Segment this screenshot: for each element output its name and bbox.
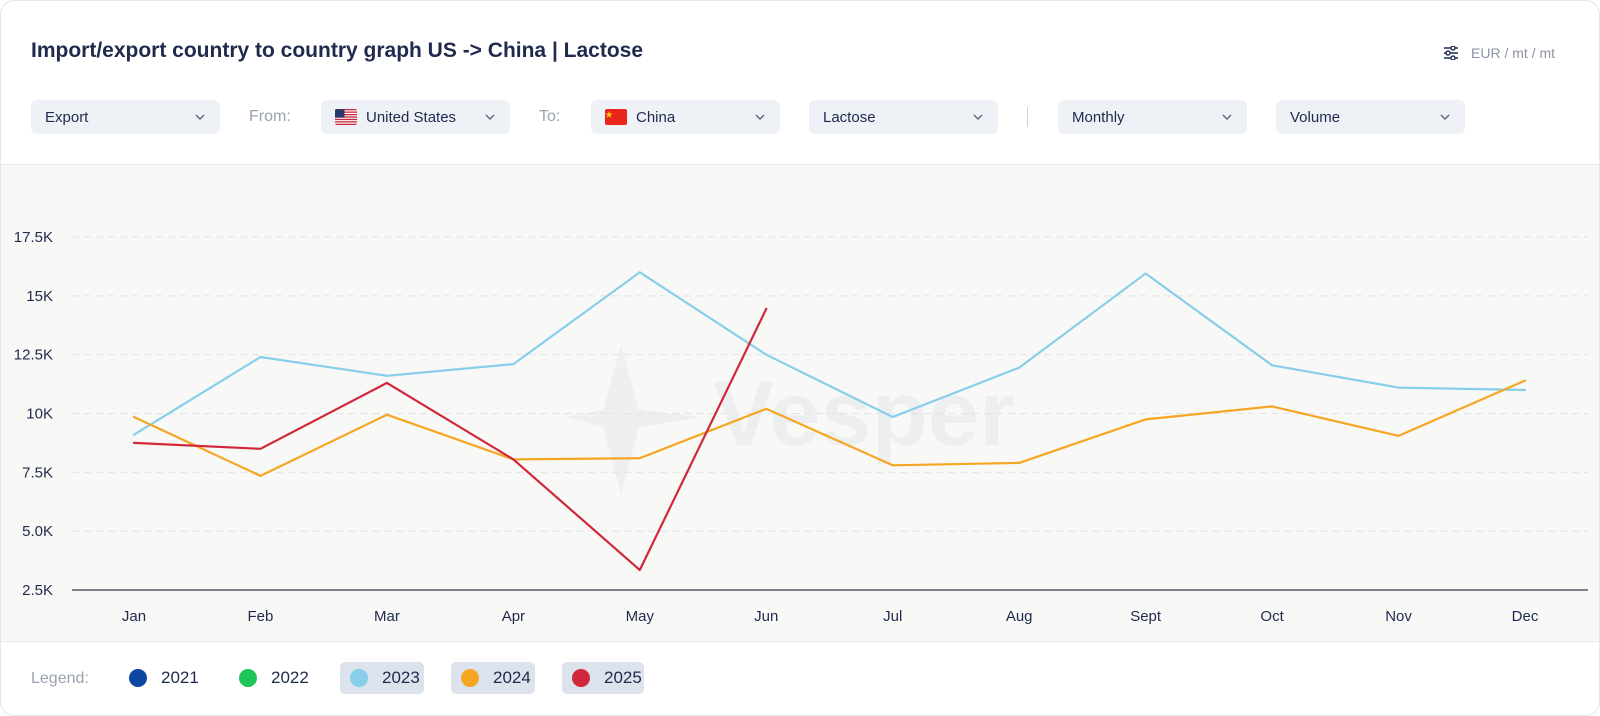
chevron-down-icon	[755, 114, 765, 120]
legend-item-2022[interactable]: 2022	[229, 662, 317, 694]
x-tick-label: Oct	[1260, 608, 1284, 625]
x-tick-label: Dec	[1512, 608, 1539, 625]
metric-dropdown[interactable]: Volume	[1276, 100, 1465, 134]
legend-swatch	[572, 669, 590, 687]
period-dropdown[interactable]: Monthly	[1058, 100, 1247, 134]
chevron-down-icon	[973, 114, 983, 120]
legend-item-2024[interactable]: 2024	[451, 662, 535, 694]
y-tick-label: 5.0K	[22, 523, 53, 540]
y-tick-label: 7.5K	[22, 464, 53, 481]
x-tick-label: May	[626, 608, 655, 625]
divider	[1027, 107, 1028, 127]
x-tick-label: Mar	[374, 608, 400, 625]
to-country-value: China	[636, 108, 676, 126]
sliders-icon	[1443, 46, 1459, 60]
units-label: EUR / mt / mt	[1471, 45, 1555, 61]
from-country-dropdown[interactable]: United States	[321, 100, 510, 134]
y-tick-label: 17.5K	[14, 229, 53, 246]
x-tick-label: Apr	[502, 608, 525, 625]
y-tick-label: 10K	[26, 406, 53, 423]
to-country-dropdown[interactable]: China	[591, 100, 780, 134]
units-toggle[interactable]: EUR / mt / mt	[1443, 45, 1555, 61]
filter-bar: Export From: United States	[1, 100, 1599, 135]
legend-item-label: 2022	[271, 668, 309, 687]
x-tick-label: Nov	[1385, 608, 1412, 625]
legend-item-2025[interactable]: 2025	[562, 662, 644, 694]
legend-item-2021[interactable]: 2021	[119, 662, 207, 694]
product-value: Lactose	[823, 108, 876, 126]
legend-item-label: 2021	[161, 668, 199, 687]
y-tick-label: 2.5K	[22, 582, 53, 599]
x-tick-label: Jul	[883, 608, 902, 625]
china-flag-icon	[605, 109, 627, 125]
chevron-down-icon	[195, 114, 205, 120]
period-value: Monthly	[1072, 108, 1125, 126]
chevron-down-icon	[1440, 114, 1450, 120]
metric-value: Volume	[1290, 108, 1341, 126]
series-line-2023[interactable]	[132, 271, 1527, 436]
us-flag-icon	[335, 109, 357, 125]
legend-swatch	[239, 669, 257, 687]
chevron-down-icon	[485, 114, 495, 120]
direction-dropdown[interactable]: Export	[31, 100, 220, 134]
to-label: To:	[539, 108, 561, 125]
legend-swatch	[350, 669, 368, 687]
legend-item-label: 2023	[382, 668, 420, 687]
x-tick-label: Feb	[248, 608, 274, 625]
y-tick-label: 15K	[26, 288, 53, 305]
y-tick-label: 12.5K	[14, 347, 53, 364]
legend-swatch	[129, 669, 147, 687]
direction-value: Export	[45, 108, 89, 126]
legend-swatch	[461, 669, 479, 687]
x-tick-label: Jun	[754, 608, 778, 625]
series-line-2025[interactable]	[132, 307, 768, 572]
legend-item-label: 2024	[493, 668, 531, 687]
x-tick-label: Sept	[1130, 608, 1162, 625]
from-label: From:	[249, 108, 291, 125]
page-title: Import/export country to country graph U…	[31, 39, 644, 62]
legend-label: Legend:	[31, 670, 89, 687]
product-dropdown[interactable]: Lactose	[809, 100, 998, 134]
legend-item-2023[interactable]: 2023	[340, 662, 424, 694]
series-line-2024[interactable]	[132, 379, 1527, 477]
x-tick-label: Jan	[122, 608, 146, 625]
legend-item-label: 2025	[604, 668, 642, 687]
legend: Legend: 2021 2022 2023 2024 2025	[31, 662, 1591, 694]
chevron-down-icon	[1222, 114, 1232, 120]
from-country-value: United States	[366, 108, 457, 126]
x-tick-label: Aug	[1006, 608, 1033, 625]
